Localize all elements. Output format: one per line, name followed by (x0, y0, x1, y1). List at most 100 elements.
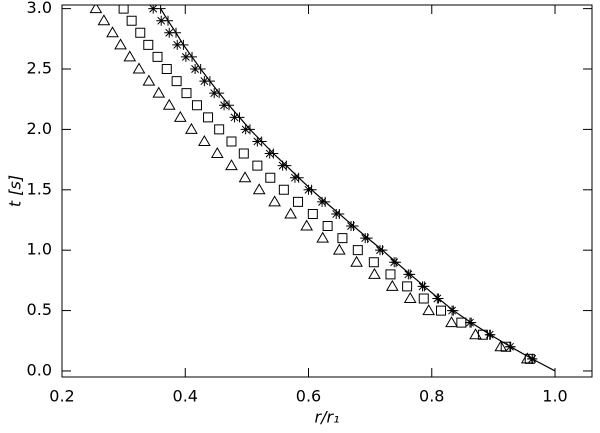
curve (160, 8, 556, 372)
square-point (322, 221, 333, 232)
triangle-point (162, 98, 176, 110)
x-axis-label: r/r₁ (315, 408, 340, 427)
triangle-point (350, 255, 363, 267)
asterisk-point (289, 172, 300, 183)
asterisk-point (240, 124, 251, 135)
triangle-point (422, 304, 436, 316)
triangle-point (114, 38, 127, 50)
triangle-point (152, 86, 166, 98)
square-point (418, 293, 429, 304)
asterisk-point (164, 27, 175, 38)
asterisk-point (199, 76, 210, 87)
square-point (135, 27, 146, 38)
triangle-point (469, 328, 482, 340)
square-point (524, 353, 535, 364)
y-tick-label: 0.5 (27, 300, 52, 319)
triangle-point (252, 183, 266, 195)
asterisk-point (464, 317, 475, 328)
square-point (456, 317, 467, 328)
asterisk-point (527, 353, 538, 364)
square-point (293, 196, 304, 207)
asterisk-point (209, 88, 220, 99)
x-tick-label: 0.2 (49, 387, 74, 406)
square-point (436, 305, 447, 316)
triangle-point (132, 62, 146, 74)
y-axis-label: t [s] (6, 175, 25, 207)
y-tick-label: 3.0 (27, 0, 52, 17)
asterisk-point (417, 281, 428, 292)
asterisk-point (172, 39, 183, 50)
x-tick-label: 0.6 (296, 387, 321, 406)
triangle-point (494, 340, 508, 352)
asterisk-point (403, 269, 414, 280)
square-point (203, 112, 214, 123)
square-point (500, 341, 511, 352)
triangle-point (106, 26, 119, 38)
square-point (252, 160, 263, 171)
square-point (152, 51, 163, 62)
triangle-point (300, 219, 314, 231)
square-point (118, 5, 129, 14)
square-point (171, 76, 182, 87)
triangle-point (332, 243, 346, 255)
asterisk-point (303, 184, 314, 195)
square-point (402, 281, 413, 292)
asterisk-point (156, 15, 167, 26)
triangle-point (185, 122, 198, 134)
triangle-point (225, 159, 238, 171)
asterisk-point (484, 329, 495, 340)
triangle-point (197, 134, 211, 146)
triangle-point (284, 207, 298, 219)
x-tick-label: 0.8 (419, 387, 444, 406)
square-point (385, 269, 396, 280)
triangle-point (123, 50, 137, 62)
square-point (307, 208, 318, 219)
asterisk-point (219, 100, 230, 111)
asterisk-point (346, 221, 357, 232)
square-point (214, 124, 225, 135)
x-tick-label: 0.4 (173, 387, 198, 406)
triangle-point (445, 316, 458, 328)
triangle-point (173, 110, 187, 122)
y-tick-label: 1.5 (27, 179, 52, 198)
triangle-point (89, 5, 103, 14)
triangle-point (385, 279, 399, 291)
asterisk-point (432, 293, 443, 304)
triangle-point (520, 352, 534, 364)
asterisk-point (389, 257, 400, 268)
square-point (368, 257, 379, 268)
asterisk-point (360, 233, 371, 244)
square-point (352, 245, 363, 256)
triangle-point (403, 291, 417, 303)
square-point (161, 64, 172, 75)
y-tick-label: 2.0 (27, 119, 52, 138)
triangle-point (238, 171, 252, 183)
square-point (226, 136, 237, 147)
triangle-point (97, 14, 111, 26)
asterisk-point (447, 305, 458, 316)
triangle-point (210, 147, 224, 159)
x-tick-label: 1.0 (542, 387, 567, 406)
triangle-point (268, 195, 281, 207)
asterisk-point (190, 64, 201, 75)
asterisk-point (331, 208, 342, 219)
y-tick-label: 2.5 (27, 59, 52, 78)
asterisk-point (252, 136, 263, 147)
square-point (238, 148, 249, 159)
square-point (278, 184, 289, 195)
triangle-point (368, 267, 381, 279)
triangle-point (316, 231, 330, 243)
square-point (337, 233, 348, 244)
y-tick-label: 0.0 (27, 360, 52, 379)
square-point (126, 15, 137, 26)
plot-area (89, 5, 556, 372)
square-point (265, 172, 276, 183)
asterisk-point (264, 148, 275, 159)
asterisk-point (277, 160, 288, 171)
asterisk-point (317, 196, 328, 207)
y-tick-label: 1.0 (27, 240, 52, 259)
plot-frame (61, 4, 593, 378)
asterisk-point (148, 5, 159, 14)
square-point (191, 100, 202, 111)
